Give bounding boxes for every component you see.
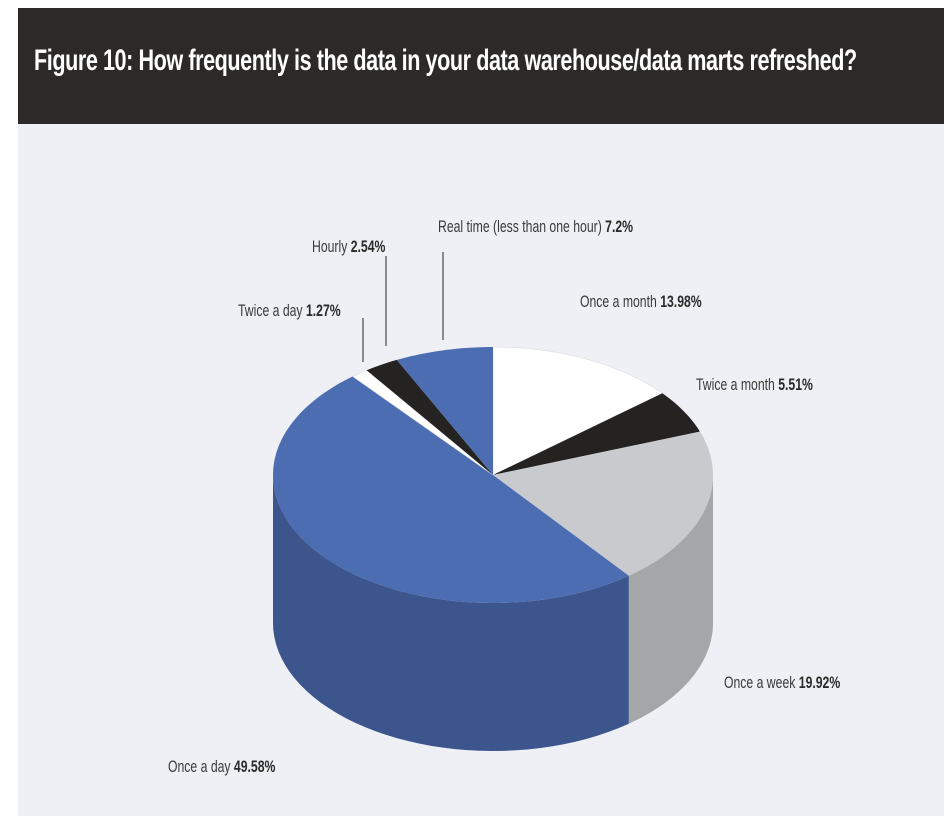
label-value: 7.2% — [605, 218, 633, 236]
label-text: Once a day — [168, 758, 234, 776]
label-once-a-day: Once a day 49.58% — [168, 758, 275, 776]
pie-tops — [273, 346, 713, 603]
label-text: Once a week — [724, 674, 799, 692]
label-text: Twice a day — [238, 302, 306, 320]
label-value: 2.54% — [351, 238, 386, 256]
chart-title: Figure 10: How frequently is the data in… — [34, 44, 857, 77]
slice-labels: Once a month 13.98% Twice a month 5.51% On… — [168, 218, 840, 776]
title-bar: Figure 10: How frequently is the data in… — [18, 8, 944, 124]
slice-hourly — [366, 359, 493, 475]
label-hourly: Hourly 2.54% — [312, 238, 385, 256]
pie-sides — [273, 475, 713, 751]
slice-real-time-less-than-one-hour — [396, 347, 493, 475]
label-value: 5.51% — [778, 376, 813, 394]
slice-once-a-week — [493, 431, 713, 576]
side-wall-once-a-week — [628, 475, 713, 724]
label-once-a-week: Once a week 19.92% — [724, 674, 840, 692]
label-value: 49.58% — [234, 758, 275, 776]
label-once-a-month: Once a month 13.98% — [580, 293, 702, 311]
label-value: 19.92% — [799, 674, 840, 692]
label-text: Once a month — [580, 293, 660, 311]
side-wall-once-a-day — [273, 475, 629, 751]
label-value: 1.27% — [306, 302, 341, 320]
label-twice-a-day: Twice a day 1.27% — [238, 302, 341, 320]
label-twice-a-month: Twice a month 5.51% — [696, 376, 813, 394]
label-text: Real time (less than one hour) — [438, 218, 605, 236]
slice-once-a-day — [273, 376, 629, 603]
label-text: Twice a month — [696, 376, 778, 394]
slice-twice-a-month — [493, 393, 700, 475]
label-real-time-less-than-one-hour: Real time (less than one hour) 7.2% — [438, 218, 633, 236]
leader-lines — [362, 252, 444, 362]
label-text: Hourly — [312, 238, 351, 256]
label-value: 13.98% — [660, 293, 701, 311]
slice-once-a-month — [492, 346, 663, 476]
